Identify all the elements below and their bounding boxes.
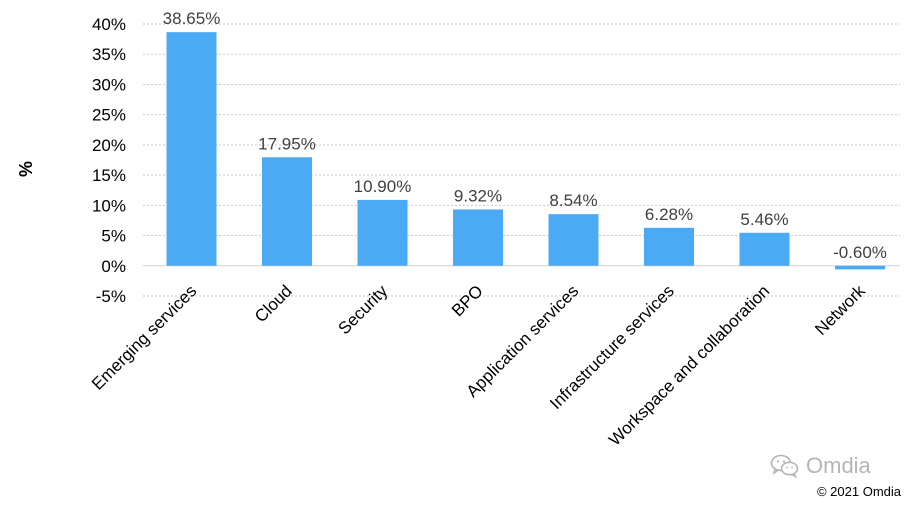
x-category-label: BPO (448, 281, 487, 320)
data-label: 17.95% (258, 134, 316, 153)
y-tick-label: 35% (92, 45, 126, 64)
bar (644, 227, 694, 266)
x-category-label: Workspace and collaboration (605, 281, 773, 449)
x-category-label: Network (811, 281, 869, 339)
bar (548, 214, 599, 266)
y-tick-label: 20% (92, 136, 126, 155)
y-tick-label: 25% (92, 106, 126, 125)
y-tick-label: 10% (92, 196, 126, 215)
copyright-notice: © 2021 Omdia (816, 484, 901, 499)
y-tick-label: 30% (92, 75, 126, 94)
data-label: 8.54% (549, 191, 597, 210)
bar (835, 265, 885, 270)
bar (166, 32, 217, 266)
data-label: 10.90% (354, 177, 412, 196)
y-axis-label: % (16, 161, 36, 177)
bars (166, 32, 885, 270)
bar (739, 232, 790, 266)
y-tick-label: 40% (92, 15, 126, 34)
x-category-label: Security (334, 281, 391, 338)
y-axis-ticks: -5% 0% 5% 10% 15% 20% 25% 30% 35% 40% (92, 15, 126, 306)
omdia-watermark: Omdia (770, 453, 871, 479)
y-tick-label: -5% (96, 287, 126, 306)
data-labels: 38.65% 17.95% 10.90% 9.32% 8.54% 6.28% 5.46% -0… (163, 9, 887, 262)
y-tick-label: 5% (101, 227, 126, 246)
data-label: 5.46% (740, 210, 788, 229)
data-label: 9.32% (454, 186, 502, 205)
watermark-text: Omdia (806, 453, 871, 478)
data-label: 6.28% (645, 205, 693, 224)
y-tick-label: 0% (101, 257, 126, 276)
bar (357, 199, 408, 266)
data-label: 38.65% (163, 9, 221, 28)
x-axis-categories: Emerging services Cloud Security BPOApplica… (88, 281, 869, 450)
y-tick-label: 15% (92, 166, 126, 185)
wechat-icon (770, 454, 799, 478)
bar (262, 157, 312, 266)
x-category-label: Cloud (251, 281, 296, 326)
bar (453, 209, 503, 266)
data-label: -0.60% (833, 243, 887, 262)
